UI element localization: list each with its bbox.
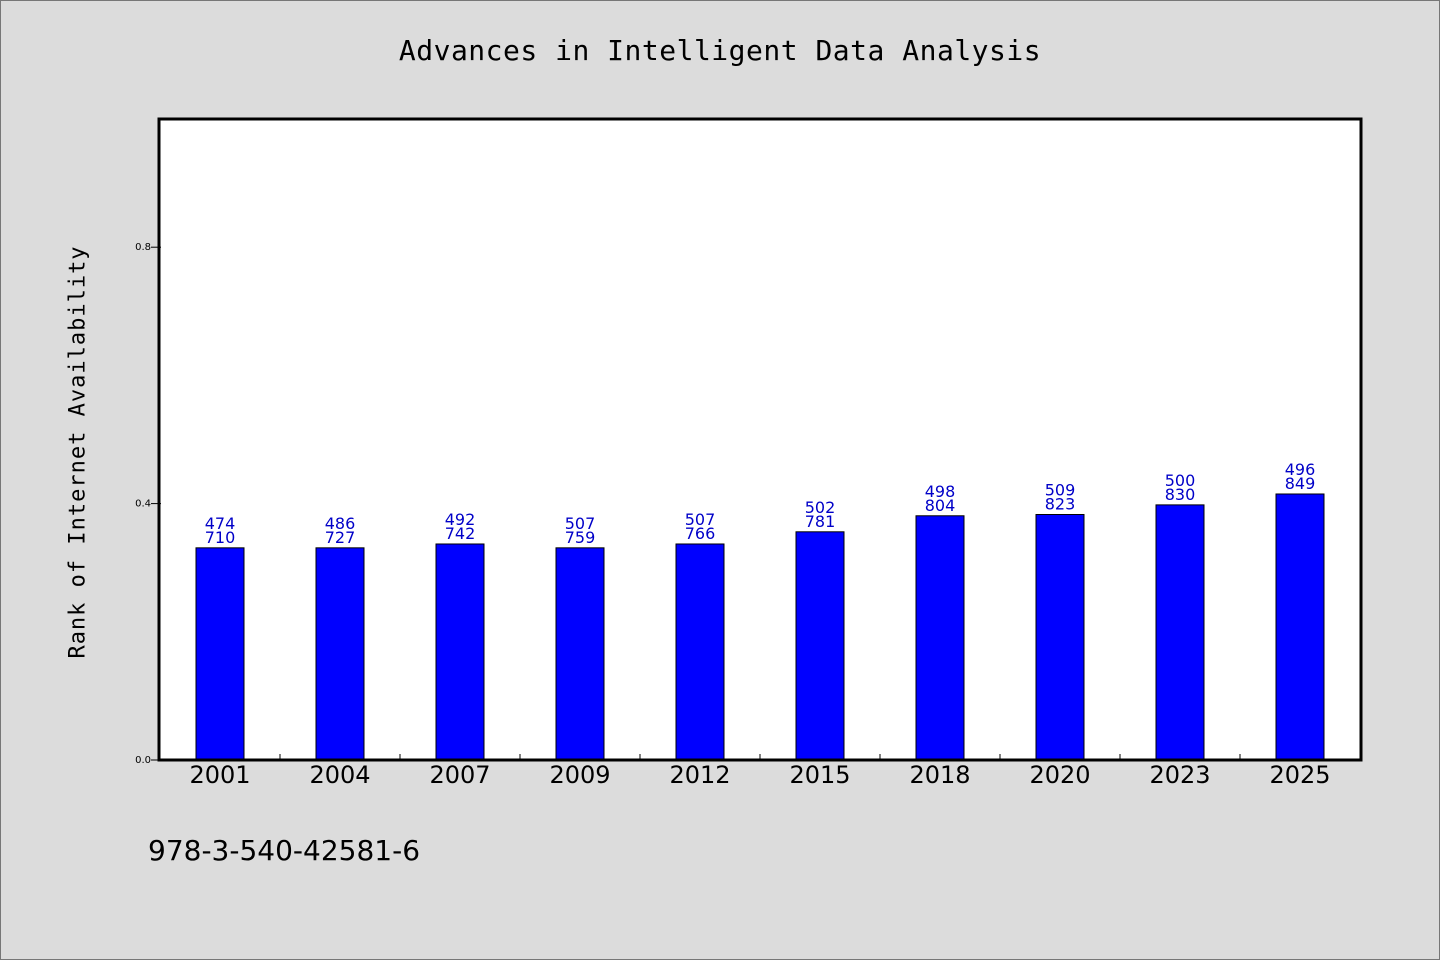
bar-2015: [795, 531, 845, 761]
data-label-bottom: 710: [205, 528, 236, 547]
data-label-top: 486: [325, 514, 356, 533]
x-tick-label: 2012: [669, 761, 730, 789]
data-label-top: 502: [805, 498, 836, 517]
x-tick-label: 2007: [429, 761, 490, 789]
bar-2012: [675, 543, 725, 761]
x-tick-label: 2001: [189, 761, 250, 789]
data-label-top: 496: [1285, 460, 1316, 479]
data-label-bottom: 727: [325, 528, 356, 547]
bar-2023: [1155, 504, 1205, 761]
x-tick-label: 2018: [909, 761, 970, 789]
data-label-bottom: 742: [445, 524, 476, 543]
data-label-top: 509: [1045, 480, 1076, 499]
bar-2020: [1035, 513, 1085, 761]
x-tick-label: 2020: [1029, 761, 1090, 789]
data-label-bottom: 849: [1285, 474, 1316, 493]
x-tick-label: 2015: [789, 761, 850, 789]
data-label-top: 474: [205, 514, 236, 533]
data-label-bottom: 781: [805, 512, 836, 531]
data-label-bottom: 804: [925, 496, 956, 515]
data-label-top: 507: [565, 514, 596, 533]
x-tick-label: 2023: [1149, 761, 1210, 789]
data-label-top: 500: [1165, 471, 1196, 490]
x-tick-label: 2025: [1269, 761, 1330, 789]
x-tick-label: 2004: [309, 761, 370, 789]
plot-border: [157, 117, 1363, 762]
y-tick-label: 0.0: [135, 755, 151, 766]
bar-2004: [315, 547, 365, 761]
x-axis-tick-labels: 2001 2004 2007 2009 2012 2015 2018 2020 2023 2025: [189, 761, 1330, 789]
y-tick-label: 0.4: [135, 499, 151, 510]
data-label-top: 492: [445, 510, 476, 529]
data-label-bottom: 823: [1045, 494, 1076, 513]
data-label-bottom: 830: [1165, 485, 1196, 504]
isbn-footnote: 978-3-540-42581-6: [148, 834, 421, 867]
bar-2001: [195, 547, 245, 761]
y-tick-label: 0.8: [135, 242, 151, 253]
chart-title: Advances in Intelligent Data Analysis: [398, 34, 1042, 67]
x-tick-label: 2009: [549, 761, 610, 789]
data-label-top: 498: [925, 482, 956, 501]
bar-2025: [1275, 493, 1325, 761]
data-label-top: 507: [685, 510, 716, 529]
data-label-bottom: 759: [565, 528, 596, 547]
data-labels: 4747104867274927425077595077665027814988…: [205, 460, 1316, 547]
data-label-bottom: 766: [685, 524, 716, 543]
bar-series: [195, 493, 1325, 761]
bar-2009: [555, 547, 605, 761]
bar-2007: [435, 543, 485, 761]
bar-2018: [915, 515, 965, 761]
